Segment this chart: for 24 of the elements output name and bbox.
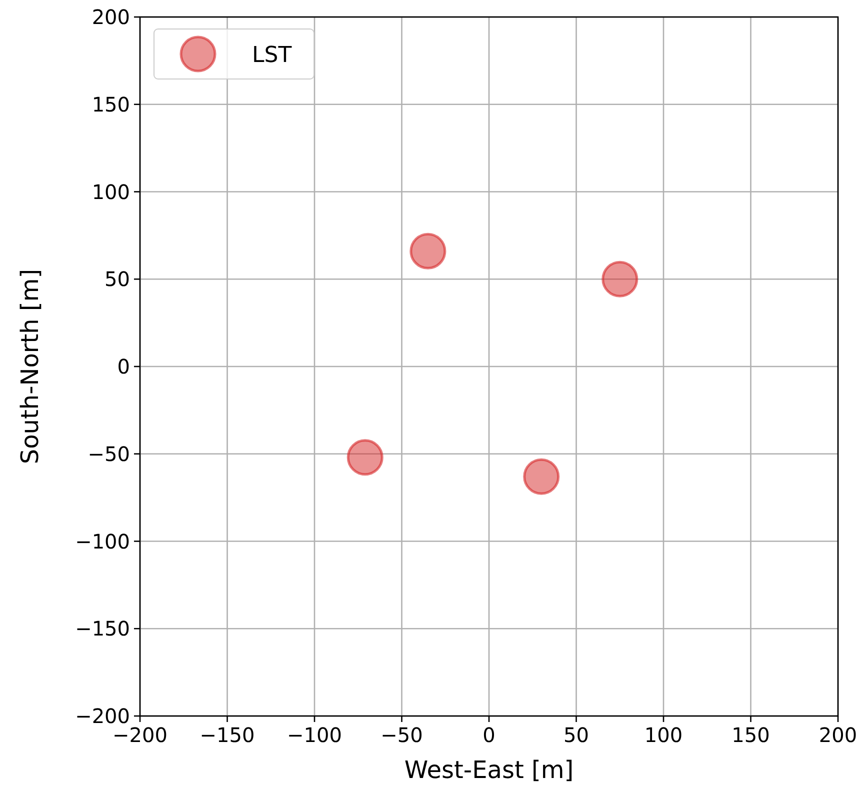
x-tick-label: 0 [482,723,496,747]
x-tick-label: 100 [644,723,683,747]
x-axis-title: West-East [m] [404,756,574,784]
x-tick-label: 200 [818,723,858,747]
x-tick-label: 50 [564,723,589,747]
point [410,232,446,270]
y-tick-label: −150 [75,616,130,641]
x-tick-label: 150 [732,723,770,747]
x-tick-label: −150 [200,723,255,747]
y-tick-label: −50 [88,442,130,466]
y-tick-label: 200 [92,5,130,29]
y-tick-label: 0 [117,354,130,378]
x-tick-label: −100 [287,723,342,747]
y-tick-label: 50 [104,267,130,292]
y-tick-label: −200 [75,704,130,728]
y-tick-label: 100 [92,180,130,204]
point [346,439,384,476]
y-tick-label: 150 [92,92,130,116]
x-tick-label: −50 [380,723,423,747]
legend-label: LST [252,43,292,68]
point [523,458,560,495]
point [602,260,638,298]
y-tick-label: −100 [75,529,130,554]
y-axis-title: South-North [m] [16,268,44,464]
